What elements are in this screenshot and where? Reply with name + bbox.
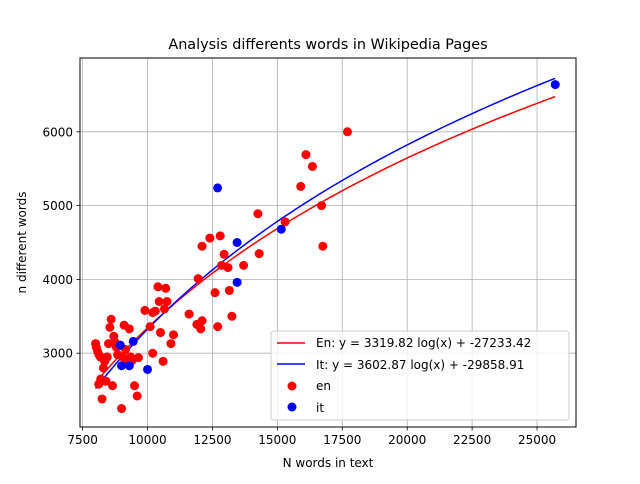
legend-label-en-fit: En: y = 3319.82 log(x) + -27233.42 (316, 336, 531, 350)
x-tick-label: 10000 (128, 433, 166, 447)
data-point-it (232, 277, 242, 287)
data-point-en (97, 394, 107, 404)
data-point-en (210, 288, 220, 298)
data-point-en (318, 241, 328, 251)
data-point-en (154, 297, 164, 307)
legend: En: y = 3319.82 log(x) + -27233.42 It: y… (270, 330, 570, 421)
x-tick-label: 17500 (323, 433, 361, 447)
data-point-en (254, 249, 264, 259)
data-point-en (213, 322, 223, 332)
legend-marker-en (287, 381, 297, 391)
data-point-en (197, 241, 207, 251)
x-tick-label: 15000 (258, 433, 296, 447)
data-point-it (550, 80, 560, 90)
data-point-en (162, 297, 172, 307)
data-point-en (133, 353, 143, 363)
data-point-en (105, 322, 115, 332)
data-point-it (276, 224, 286, 234)
data-points (91, 80, 560, 414)
y-tick-label: 3000 (42, 347, 73, 361)
data-point-en (156, 328, 165, 338)
data-point-it (128, 336, 138, 346)
data-point-en (148, 348, 158, 358)
legend-box (270, 330, 570, 421)
data-point-en (184, 309, 194, 319)
data-point-en (159, 304, 169, 314)
data-point-en (280, 217, 290, 227)
data-point-it (232, 238, 242, 247)
data-point-en (140, 305, 150, 315)
data-point-en (239, 260, 249, 270)
x-tick-label: 12500 (193, 433, 231, 447)
axis-ticks: 7500 10000 12500 15000 17500 20000 22500 25000 3… (42, 125, 556, 447)
data-point-en (158, 356, 168, 366)
data-point-it (117, 361, 127, 371)
data-point-en (130, 381, 140, 391)
x-tick-label: 20000 (388, 433, 426, 447)
data-point-en (215, 231, 225, 241)
data-point-it (143, 364, 153, 374)
data-point-en (106, 314, 116, 324)
data-point-en (132, 391, 142, 401)
y-axis-label: n different words (15, 192, 29, 294)
data-point-en (107, 381, 117, 391)
data-point-en (101, 376, 111, 386)
y-tick-label: 6000 (42, 125, 73, 139)
legend-marker-it (287, 402, 297, 412)
x-tick-label: 25000 (518, 433, 556, 447)
plot-frame (79, 57, 577, 428)
data-point-it (115, 340, 125, 350)
data-point-en (342, 127, 352, 137)
grid-lines (80, 58, 576, 427)
fit-lines (94, 77, 556, 390)
data-point-en (124, 324, 134, 334)
data-point-en (117, 404, 127, 414)
data-point-en (145, 322, 155, 332)
data-point-it (124, 361, 134, 371)
x-axis-label: N words in text (283, 456, 374, 470)
data-point-en (150, 306, 160, 316)
data-point-en (224, 285, 234, 295)
data-point-en (197, 316, 207, 326)
y-tick-label: 5000 (42, 199, 73, 213)
y-tick-label: 4000 (42, 273, 73, 287)
data-point-en (317, 201, 327, 211)
x-tick-label: 22500 (453, 433, 491, 447)
x-tick-label: 7500 (67, 433, 98, 447)
data-point-en (193, 274, 203, 284)
data-point-en (168, 330, 178, 340)
legend-label-it-fit: It: y = 3602.87 log(x) + -29858.91 (316, 358, 524, 372)
data-point-en (223, 263, 233, 273)
data-point-en (166, 339, 176, 349)
legend-label-en: en (316, 379, 331, 393)
data-point-en (205, 233, 215, 243)
data-point-en (296, 181, 306, 191)
fit-line-it (94, 77, 556, 390)
data-point-en (219, 249, 229, 259)
data-point-it (213, 183, 223, 193)
legend-label-it: it (316, 401, 324, 415)
data-point-en (161, 283, 171, 293)
data-point-en (196, 324, 206, 334)
data-point-en (301, 150, 311, 160)
data-point-en (153, 282, 163, 292)
data-point-en (102, 352, 112, 362)
data-point-en (307, 161, 317, 171)
chart-title: Analysis differents words in Wikipedia P… (168, 37, 487, 53)
data-point-en (227, 311, 237, 321)
data-point-en (253, 209, 263, 219)
